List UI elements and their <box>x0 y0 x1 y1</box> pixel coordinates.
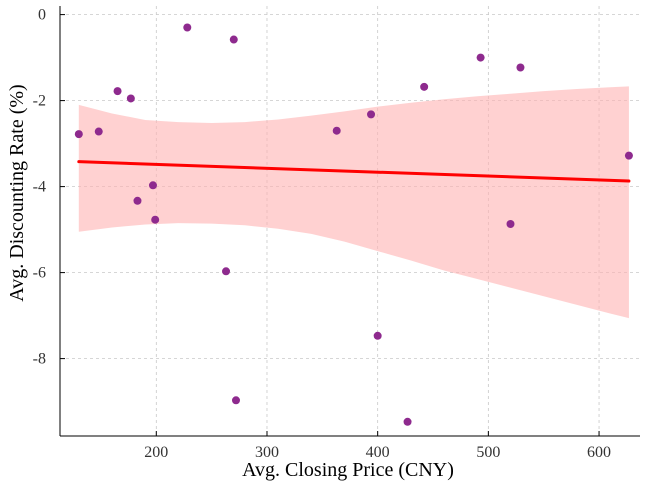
data-point <box>151 215 160 224</box>
data-point <box>373 331 382 340</box>
y-axis-label: Avg. Discounting Rate (%) <box>6 84 28 301</box>
data-point <box>332 126 341 135</box>
data-point <box>624 151 633 160</box>
data-point <box>420 82 429 91</box>
data-point <box>403 417 412 426</box>
y-tick-label: -4 <box>33 179 46 196</box>
x-tick-label: 600 <box>587 444 611 461</box>
tick-labels: 200 300 400 500 600 0 -2 -4 -6 -8 <box>33 7 611 461</box>
x-axis-label: Avg. Closing Price (CNY) <box>242 459 454 481</box>
data-point <box>229 35 238 44</box>
data-point <box>133 196 142 205</box>
regression-line <box>77 160 631 183</box>
x-tick-label: 200 <box>144 444 168 461</box>
data-point <box>126 94 135 103</box>
y-tick-label: -2 <box>33 93 46 110</box>
x-tick-label: 500 <box>476 444 500 461</box>
data-point <box>231 396 240 405</box>
data-point <box>367 110 376 119</box>
confidence-band <box>78 86 629 319</box>
data-point <box>113 87 122 96</box>
y-tick-label: -6 <box>33 265 46 282</box>
data-point <box>148 181 157 190</box>
data-point <box>476 53 485 62</box>
confidence-band-layer <box>78 86 629 319</box>
data-point <box>74 130 83 139</box>
x-tick-label: 300 <box>255 444 279 461</box>
y-tick-label: -8 <box>33 351 46 368</box>
data-points <box>74 23 633 426</box>
data-point <box>506 220 515 229</box>
data-point <box>183 23 192 32</box>
data-point <box>222 267 231 276</box>
x-tick-label: 400 <box>366 444 390 461</box>
data-point <box>516 63 525 72</box>
regression-line-layer <box>77 160 631 183</box>
y-tick-label: 0 <box>38 7 46 24</box>
data-point <box>94 127 103 136</box>
